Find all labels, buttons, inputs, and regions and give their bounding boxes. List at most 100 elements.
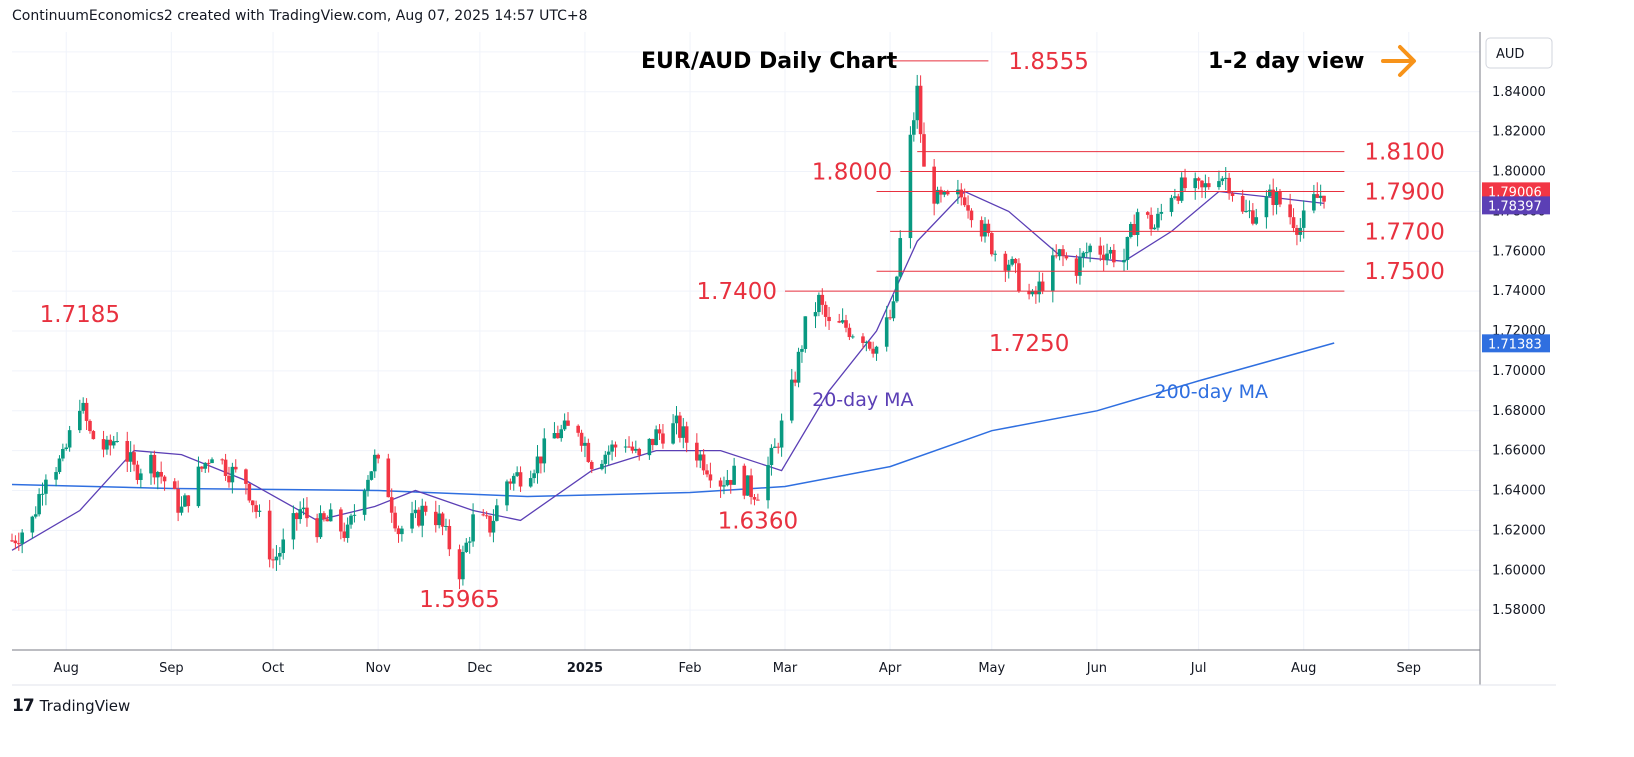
candle — [979, 216, 984, 242]
levels-layer: 1.8555 1.8100 1.8000 1.7900 1.7700 1.7500 1.74… — [697, 49, 1445, 305]
tradingview-logo-icon: 17 — [12, 696, 35, 716]
candle-body — [298, 509, 302, 520]
candle-body — [1034, 291, 1038, 295]
candle-body — [912, 120, 916, 135]
candle-body — [776, 446, 781, 448]
price-axis[interactable]: 1.58000 1.60000 1.62000 1.64000 1.66000 1.680… — [1492, 45, 1546, 618]
candle — [891, 294, 896, 322]
candle-body — [518, 472, 523, 487]
candle-body — [742, 465, 747, 496]
candle-body — [13, 540, 18, 544]
chart-title: EUR/AUD Daily Chart — [641, 49, 898, 74]
candle-body — [125, 440, 130, 462]
candle — [155, 470, 160, 490]
candle-body — [366, 479, 370, 491]
candle — [1112, 244, 1116, 268]
candle-body — [678, 415, 682, 438]
x-tick-label: May — [978, 661, 1005, 676]
candle — [752, 494, 757, 506]
candle-body — [1315, 194, 1320, 198]
candle-body — [823, 304, 828, 317]
candle — [101, 430, 106, 458]
candle-body — [803, 316, 808, 349]
candle-body — [654, 429, 658, 446]
candle-body — [481, 514, 486, 516]
candle-body — [433, 511, 438, 526]
candle — [179, 496, 184, 516]
candle-body — [1318, 195, 1323, 198]
candle-body — [322, 513, 326, 520]
candle-body — [457, 549, 462, 580]
candle — [437, 505, 441, 529]
candle-body — [959, 189, 964, 198]
y-tick-label: 1.60000 — [1492, 563, 1546, 578]
extreme-label: 1.5965 — [419, 587, 499, 613]
candle — [1183, 168, 1187, 192]
candle-body — [183, 495, 187, 507]
candle — [1081, 251, 1086, 268]
price-label: 1.71383 — [1482, 334, 1550, 353]
candle-body — [939, 189, 943, 195]
candle — [661, 424, 665, 449]
candle-body — [1156, 213, 1160, 228]
candle-body — [542, 438, 547, 464]
candle-body — [600, 463, 604, 470]
candle — [749, 468, 753, 505]
currency-badge[interactable]: AUD — [1485, 37, 1553, 69]
candle — [847, 323, 852, 341]
y-tick-label: 1.76000 — [1492, 244, 1546, 259]
candle — [922, 122, 926, 167]
candle — [1156, 207, 1160, 231]
candle — [837, 313, 842, 324]
candle — [650, 438, 655, 451]
candle-body — [1152, 227, 1157, 230]
candle-body — [84, 402, 89, 421]
candle-body — [200, 466, 204, 469]
candle-body — [233, 466, 238, 470]
candle — [539, 456, 543, 474]
candle-body — [708, 474, 713, 481]
candle — [684, 421, 689, 453]
candle-body — [637, 448, 642, 456]
candle — [152, 450, 157, 485]
candle — [1247, 200, 1252, 219]
candle — [410, 501, 414, 534]
candle — [912, 112, 916, 142]
candle — [610, 440, 614, 461]
candle — [1288, 193, 1292, 225]
x-tick-label: Feb — [679, 661, 702, 676]
candle — [1034, 286, 1038, 304]
candle — [820, 288, 825, 315]
right-arrow-icon — [1381, 45, 1416, 77]
candle-body — [1030, 291, 1035, 295]
candle — [206, 459, 211, 473]
tradingview-footer[interactable]: 17 TradingView — [12, 696, 130, 716]
candle-body — [610, 444, 614, 452]
candle — [701, 449, 706, 475]
candle-body — [539, 456, 543, 464]
candle — [576, 424, 580, 437]
candle-body — [271, 559, 275, 561]
candle-body — [44, 479, 48, 494]
candle — [366, 475, 370, 497]
candle-body — [813, 312, 818, 317]
candle — [637, 447, 642, 461]
candle-body — [447, 525, 452, 550]
candle-body — [681, 426, 686, 438]
candle — [915, 74, 920, 129]
candle-body — [1312, 194, 1316, 211]
candle-body — [386, 458, 391, 498]
candle — [932, 159, 936, 216]
candle — [1078, 248, 1082, 285]
candle-body — [773, 446, 777, 448]
candle — [315, 513, 319, 543]
candle-body — [420, 505, 425, 526]
candle — [78, 399, 82, 434]
candle — [871, 341, 875, 358]
time-axis[interactable]: Aug Sep Oct Nov Dec 2025 Feb Mar Apr May Jun Jul Aug… — [54, 661, 1422, 676]
candle — [793, 371, 797, 387]
candle-body — [966, 205, 970, 211]
candle — [1084, 242, 1089, 258]
candle-body — [115, 440, 119, 442]
